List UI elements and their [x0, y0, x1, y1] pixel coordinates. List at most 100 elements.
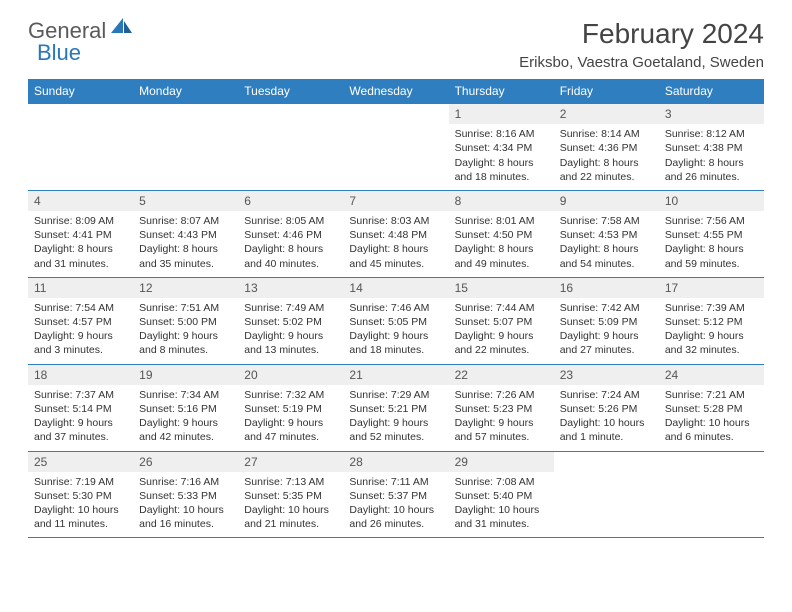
sunrise-text: Sunrise: 7:39 AM — [665, 301, 758, 315]
day-body: Sunrise: 7:42 AMSunset: 5:09 PMDaylight:… — [554, 298, 659, 364]
weekday-header: Saturday — [659, 79, 764, 103]
day-cell: 8Sunrise: 8:01 AMSunset: 4:50 PMDaylight… — [449, 191, 554, 277]
sunset-text: Sunset: 5:19 PM — [244, 402, 337, 416]
sunset-text: Sunset: 5:30 PM — [34, 489, 127, 503]
sunrise-text: Sunrise: 7:46 AM — [349, 301, 442, 315]
sunset-text: Sunset: 4:46 PM — [244, 228, 337, 242]
daylight-text: Daylight: 9 hours and 37 minutes. — [34, 416, 127, 444]
day-cell: 29Sunrise: 7:08 AMSunset: 5:40 PMDayligh… — [449, 452, 554, 538]
sunset-text: Sunset: 5:21 PM — [349, 402, 442, 416]
day-body: Sunrise: 7:46 AMSunset: 5:05 PMDaylight:… — [343, 298, 448, 364]
sunset-text: Sunset: 5:16 PM — [139, 402, 232, 416]
day-number: 4 — [28, 191, 133, 211]
daylight-text: Daylight: 8 hours and 45 minutes. — [349, 242, 442, 270]
sunrise-text: Sunrise: 8:09 AM — [34, 214, 127, 228]
sunrise-text: Sunrise: 7:13 AM — [244, 475, 337, 489]
daylight-text: Daylight: 10 hours and 16 minutes. — [139, 503, 232, 531]
day-cell: 7Sunrise: 8:03 AMSunset: 4:48 PMDaylight… — [343, 191, 448, 277]
day-cell: 21Sunrise: 7:29 AMSunset: 5:21 PMDayligh… — [343, 365, 448, 451]
daylight-text: Daylight: 8 hours and 35 minutes. — [139, 242, 232, 270]
day-cell: 9Sunrise: 7:58 AMSunset: 4:53 PMDaylight… — [554, 191, 659, 277]
day-number: 9 — [554, 191, 659, 211]
daylight-text: Daylight: 9 hours and 27 minutes. — [560, 329, 653, 357]
daylight-text: Daylight: 9 hours and 13 minutes. — [244, 329, 337, 357]
day-cell: 23Sunrise: 7:24 AMSunset: 5:26 PMDayligh… — [554, 365, 659, 451]
sunrise-text: Sunrise: 7:56 AM — [665, 214, 758, 228]
day-number: 6 — [238, 191, 343, 211]
day-cell: 3Sunrise: 8:12 AMSunset: 4:38 PMDaylight… — [659, 104, 764, 190]
sunrise-text: Sunrise: 7:11 AM — [349, 475, 442, 489]
sunset-text: Sunset: 4:48 PM — [349, 228, 442, 242]
day-body: Sunrise: 7:58 AMSunset: 4:53 PMDaylight:… — [554, 211, 659, 277]
day-cell: 11Sunrise: 7:54 AMSunset: 4:57 PMDayligh… — [28, 278, 133, 364]
sunset-text: Sunset: 5:02 PM — [244, 315, 337, 329]
sunset-text: Sunset: 4:41 PM — [34, 228, 127, 242]
logo-word-2: Blue — [37, 40, 81, 66]
day-body: Sunrise: 7:51 AMSunset: 5:00 PMDaylight:… — [133, 298, 238, 364]
day-cell: 16Sunrise: 7:42 AMSunset: 5:09 PMDayligh… — [554, 278, 659, 364]
sunrise-text: Sunrise: 7:32 AM — [244, 388, 337, 402]
day-number: 24 — [659, 365, 764, 385]
sunrise-text: Sunrise: 7:08 AM — [455, 475, 548, 489]
daylight-text: Daylight: 9 hours and 42 minutes. — [139, 416, 232, 444]
day-body: Sunrise: 7:26 AMSunset: 5:23 PMDaylight:… — [449, 385, 554, 451]
sunrise-text: Sunrise: 8:03 AM — [349, 214, 442, 228]
sunset-text: Sunset: 5:33 PM — [139, 489, 232, 503]
sunrise-text: Sunrise: 7:51 AM — [139, 301, 232, 315]
sunset-text: Sunset: 5:07 PM — [455, 315, 548, 329]
sunset-text: Sunset: 4:34 PM — [455, 141, 548, 155]
daylight-text: Daylight: 9 hours and 47 minutes. — [244, 416, 337, 444]
sunset-text: Sunset: 5:00 PM — [139, 315, 232, 329]
sunset-text: Sunset: 5:14 PM — [34, 402, 127, 416]
sunrise-text: Sunrise: 7:37 AM — [34, 388, 127, 402]
weekday-header: Wednesday — [343, 79, 448, 103]
bottom-rule — [28, 537, 764, 538]
sunrise-text: Sunrise: 7:34 AM — [139, 388, 232, 402]
day-cell: 4 Sunrise: 8:09 AMSunset: 4:41 PMDaylight… — [28, 191, 133, 277]
sunset-text: Sunset: 5:12 PM — [665, 315, 758, 329]
day-cell: 1Sunrise: 8:16 AMSunset: 4:34 PMDaylight… — [449, 104, 554, 190]
sunrise-text: Sunrise: 7:49 AM — [244, 301, 337, 315]
day-body: Sunrise: 7:24 AMSunset: 5:26 PMDaylight:… — [554, 385, 659, 451]
daylight-text: Daylight: 8 hours and 49 minutes. — [455, 242, 548, 270]
calendar: Sunday Monday Tuesday Wednesday Thursday… — [28, 79, 764, 538]
sunset-text: Sunset: 5:26 PM — [560, 402, 653, 416]
day-cell — [659, 452, 764, 538]
sunset-text: Sunset: 4:55 PM — [665, 228, 758, 242]
sunrise-text: Sunrise: 7:24 AM — [560, 388, 653, 402]
day-body: Sunrise: 8:07 AMSunset: 4:43 PMDaylight:… — [133, 211, 238, 277]
weekday-header-row: Sunday Monday Tuesday Wednesday Thursday… — [28, 79, 764, 103]
daylight-text: Daylight: 10 hours and 1 minute. — [560, 416, 653, 444]
day-number: 29 — [449, 452, 554, 472]
day-cell: 20Sunrise: 7:32 AMSunset: 5:19 PMDayligh… — [238, 365, 343, 451]
daylight-text: Daylight: 10 hours and 21 minutes. — [244, 503, 337, 531]
day-body: Sunrise: 7:54 AMSunset: 4:57 PMDaylight:… — [28, 298, 133, 364]
week-row: 11Sunrise: 7:54 AMSunset: 4:57 PMDayligh… — [28, 277, 764, 364]
sunrise-text: Sunrise: 8:05 AM — [244, 214, 337, 228]
day-number: 14 — [343, 278, 448, 298]
day-body: Sunrise: 7:21 AMSunset: 5:28 PMDaylight:… — [659, 385, 764, 451]
day-body: Sunrise: 8:16 AMSunset: 4:34 PMDaylight:… — [449, 124, 554, 190]
daylight-text: Daylight: 9 hours and 32 minutes. — [665, 329, 758, 357]
daylight-text: Daylight: 8 hours and 31 minutes. — [34, 242, 127, 270]
sunrise-text: Sunrise: 7:58 AM — [560, 214, 653, 228]
sunrise-text: Sunrise: 8:01 AM — [455, 214, 548, 228]
week-row: 4Sunrise: 8:09 AMSunset: 4:41 PMDaylight… — [28, 190, 764, 277]
day-cell — [238, 104, 343, 190]
day-cell: 12Sunrise: 7:51 AMSunset: 5:00 PMDayligh… — [133, 278, 238, 364]
daylight-text: Daylight: 8 hours and 18 minutes. — [455, 156, 548, 184]
sunset-text: Sunset: 5:05 PM — [349, 315, 442, 329]
sunset-text: Sunset: 5:35 PM — [244, 489, 337, 503]
sunset-text: Sunset: 4:53 PM — [560, 228, 653, 242]
sunrise-text: Sunrise: 7:26 AM — [455, 388, 548, 402]
day-body: Sunrise: 7:13 AMSunset: 5:35 PMDaylight:… — [238, 472, 343, 538]
day-number: 27 — [238, 452, 343, 472]
day-cell: 25Sunrise: 7:19 AMSunset: 5:30 PMDayligh… — [28, 452, 133, 538]
day-body: Sunrise: 8:05 AMSunset: 4:46 PMDaylight:… — [238, 211, 343, 277]
day-cell: 19Sunrise: 7:34 AMSunset: 5:16 PMDayligh… — [133, 365, 238, 451]
day-number: 22 — [449, 365, 554, 385]
day-number: 10 — [659, 191, 764, 211]
day-cell: 5Sunrise: 8:07 AMSunset: 4:43 PMDaylight… — [133, 191, 238, 277]
location: Eriksbo, Vaestra Goetaland, Sweden — [519, 54, 764, 71]
week-row: 25Sunrise: 7:19 AMSunset: 5:30 PMDayligh… — [28, 451, 764, 538]
